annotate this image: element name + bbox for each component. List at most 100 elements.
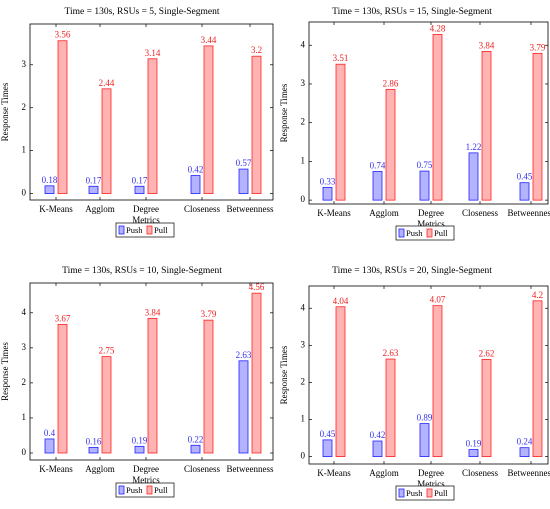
y-tick-label: 0 (22, 188, 27, 198)
y-tick-label: 1 (301, 155, 306, 165)
pull-bar (385, 88, 396, 201)
pull-value-label: 4.04 (333, 296, 349, 306)
pull-bar (203, 45, 214, 194)
legend-swatch-push (398, 228, 405, 238)
legend-swatch-push (118, 225, 125, 235)
y-axis-label: Response Times (0, 342, 10, 401)
pull-bar (335, 63, 346, 201)
push-bar (519, 447, 530, 457)
push-value-label: 0.45 (320, 429, 336, 439)
push-value-label: 0.22 (188, 434, 204, 444)
pull-bar (385, 358, 396, 457)
pull-value-label: 3.79 (530, 42, 546, 52)
legend-label-push: Push (126, 485, 143, 495)
pull-value-label: 4.07 (430, 295, 446, 305)
chart-title: Time = 130s, RSUs = 5, Single-Segment (65, 7, 220, 17)
y-tick-label: 2 (22, 102, 27, 112)
y-tick-label: 2 (301, 117, 306, 127)
pull-bar (481, 359, 492, 457)
x-tick-label: Betweenness (508, 468, 550, 478)
pull-bar (57, 40, 68, 194)
plot-frame (308, 21, 549, 205)
y-tick-label: 0 (301, 194, 306, 204)
x-tick-label: Betweenness (227, 204, 274, 214)
push-bar (372, 171, 383, 201)
push-bar (238, 360, 249, 454)
pull-bar (481, 51, 492, 201)
pull-value-label: 3.2 (251, 45, 262, 55)
x-tick-label: Closeness (184, 464, 220, 474)
chart-panel-2: Time = 130s, RSUs = 15, Single-Segment Re… (279, 7, 550, 241)
legend: Push Pull (395, 225, 455, 241)
pull-bar (203, 319, 214, 454)
pull-value-label: 4.56 (249, 282, 265, 292)
pull-bar (57, 323, 68, 454)
push-bar (322, 439, 333, 457)
x-tick-label: Degree (418, 468, 444, 478)
pull-bar (532, 52, 543, 201)
legend-label-push: Push (406, 488, 423, 498)
x-tick-label: Agglom (369, 468, 399, 478)
push-value-label: 0.33 (320, 176, 336, 186)
x-tick-label: Closeness (462, 468, 498, 478)
push-value-label: 0.19 (132, 435, 148, 445)
y-axis-label: Response Times (0, 82, 10, 141)
y-tick-label: 3 (301, 78, 306, 88)
legend-box (115, 482, 175, 498)
x-tick-label: Agglom (85, 464, 115, 474)
legend-box (115, 222, 175, 238)
push-value-label: 0.89 (417, 413, 433, 423)
y-tick-label: 3 (301, 339, 306, 349)
pull-bar (432, 305, 443, 457)
pull-value-label: 2.62 (479, 348, 495, 358)
chart-panel-3: Time = 130s, RSUs = 10, Single-Segment Re… (0, 266, 274, 498)
pull-value-label: 2.75 (99, 346, 115, 356)
push-value-label: 0.24 (517, 437, 533, 447)
y-tick-label: 0 (301, 451, 306, 461)
y-tick-label: 1 (22, 145, 27, 155)
push-bar (419, 423, 430, 457)
x-tick-label: Metrics (417, 219, 445, 229)
x-tick-label: K-Means (39, 204, 73, 214)
push-bar (88, 185, 99, 194)
pull-bar (101, 88, 112, 194)
y-tick-label: 2 (22, 377, 27, 387)
push-value-label: 1.22 (466, 142, 482, 152)
x-tick-label: Closeness (184, 204, 220, 214)
chart-title: Time = 130s, RSUs = 15, Single-Segment (332, 7, 492, 17)
push-value-label: 0.18 (42, 175, 58, 185)
legend-swatch-push (398, 488, 405, 498)
push-bar (322, 186, 333, 201)
x-tick-label: Degree (418, 208, 444, 218)
pull-value-label: 4.28 (430, 23, 446, 33)
legend: Push Pull (395, 485, 455, 501)
x-tick-label: Agglom (85, 204, 115, 214)
legend-label-pull: Pull (154, 225, 168, 235)
chart-title: Time = 130s, RSUs = 10, Single-Segment (62, 266, 222, 276)
y-tick-label: 3 (22, 342, 27, 352)
y-axis-label: Response Times (279, 83, 289, 142)
push-bar (372, 440, 383, 457)
plot-frame (29, 282, 274, 461)
push-value-label: 0.4 (44, 428, 56, 438)
legend-swatch-push (118, 485, 125, 495)
legend: Push Pull (115, 222, 175, 238)
pull-bar (147, 58, 158, 194)
push-bar (134, 185, 145, 194)
legend-box (395, 225, 455, 241)
push-bar (44, 438, 55, 454)
pull-value-label: 2.86 (383, 78, 399, 88)
y-tick-label: 4 (22, 307, 27, 317)
legend-swatch-pull (426, 228, 433, 238)
push-value-label: 2.63 (236, 350, 252, 360)
plot-frame (308, 285, 549, 465)
x-tick-label: K-Means (317, 468, 351, 478)
x-tick-label: Degree (133, 204, 159, 214)
x-tick-label: Betweenness (508, 208, 550, 218)
pull-value-label: 3.79 (201, 309, 217, 319)
y-tick-label: 4 (301, 39, 306, 49)
legend-swatch-pull (146, 225, 153, 235)
legend-label-push: Push (406, 228, 423, 238)
pull-bar (147, 317, 158, 454)
y-tick-label: 1 (22, 412, 27, 422)
